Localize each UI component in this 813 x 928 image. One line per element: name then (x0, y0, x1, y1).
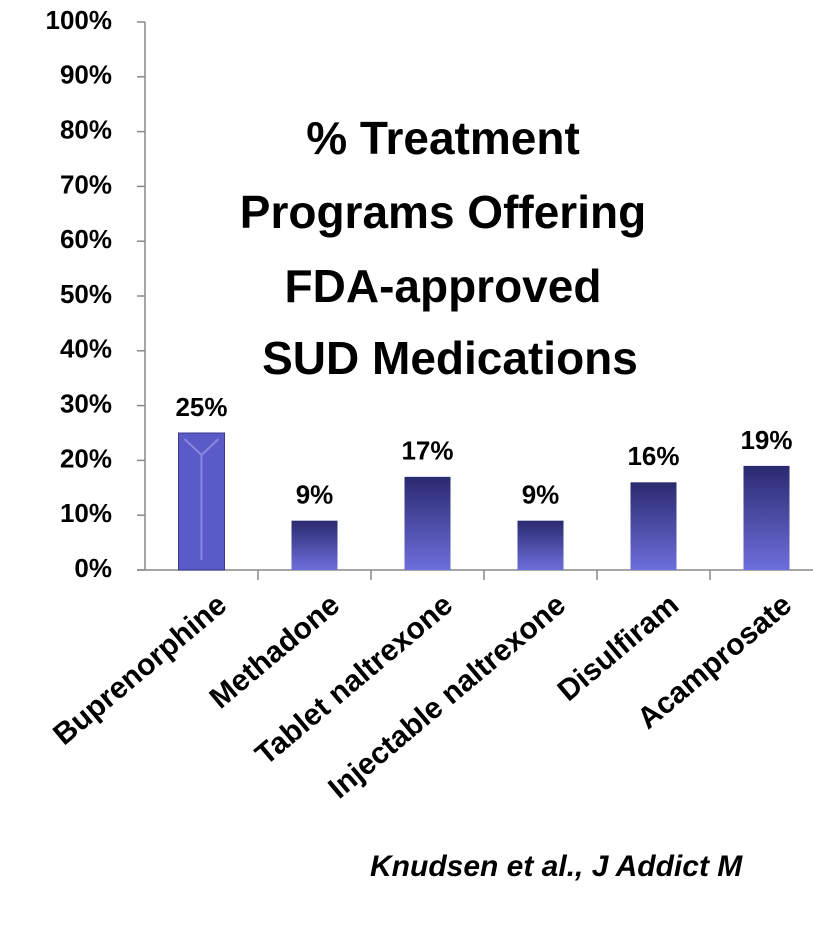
data-label: 9% (296, 480, 334, 510)
y-tick-label: 40% (60, 334, 112, 364)
data-label: 19% (740, 425, 792, 455)
citation: Knudsen et al., J Addict M (370, 850, 743, 883)
chart-title: % Treatment Programs Offering FDA-approv… (240, 112, 646, 384)
title-line: SUD Medications (262, 332, 638, 384)
y-tick-label: 90% (60, 60, 112, 90)
bar (630, 482, 677, 570)
y-tick-label: 0% (74, 553, 112, 583)
data-label: 25% (175, 392, 227, 422)
y-tick-label: 30% (60, 388, 112, 418)
data-label: 9% (522, 480, 560, 510)
y-tick-label: 50% (60, 279, 112, 309)
x-tick-label: Buprenorphine (47, 588, 233, 751)
x-tick-label: Tablet naltrexone (249, 588, 459, 772)
y-tick-label: 80% (60, 114, 112, 144)
title-line: Programs Offering (240, 186, 646, 238)
bar (743, 465, 790, 570)
data-label: 17% (401, 436, 453, 466)
y-tick-label: 70% (60, 169, 112, 199)
title-line: FDA-approved (285, 260, 602, 312)
y-tick-label: 100% (46, 5, 113, 35)
title-line: % Treatment (306, 112, 580, 164)
data-label: 16% (627, 441, 679, 471)
bar (291, 520, 338, 570)
y-tick-label: 20% (60, 443, 112, 473)
bar-bevel (183, 438, 220, 560)
y-tick-label: 60% (60, 224, 112, 254)
bar (517, 520, 564, 570)
bar (404, 476, 451, 570)
y-tick-label: 10% (60, 498, 112, 528)
